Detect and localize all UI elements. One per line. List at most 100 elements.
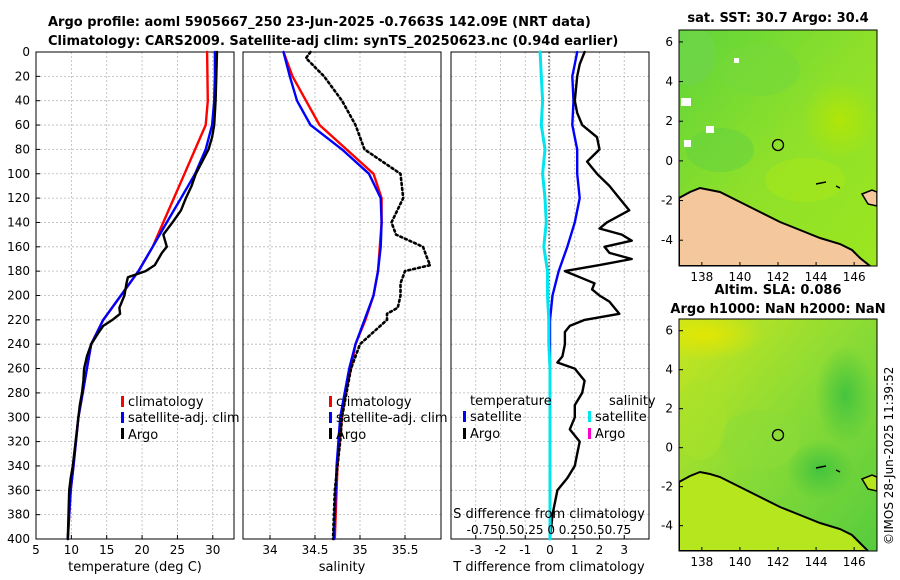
sst-missing-data xyxy=(684,140,691,147)
sla-profile-location-marker xyxy=(771,428,785,442)
x-tick-label: 10 xyxy=(64,543,79,557)
t-difference-xlabel: T difference from climatology xyxy=(452,560,645,575)
x-tick-label: 34.5 xyxy=(302,543,329,557)
difference-legend: temperature salinity satellite Argo sate… xyxy=(463,394,656,442)
map-lon-tick-label: 144 xyxy=(805,555,828,569)
legend-swatch-s-satellite xyxy=(588,411,591,422)
depth-tick-label: 60 xyxy=(15,118,30,132)
legend-label-argo: Argo xyxy=(336,428,366,443)
t-difference-axis-ticks: -3 -2 -1 0 1 2 3 xyxy=(470,535,628,557)
sst-missing-data xyxy=(734,58,739,63)
map-lat-tick-label: 0 xyxy=(665,154,673,168)
sla-patch xyxy=(786,440,854,500)
temperature-axis-ticks: 5 10 15 20 25 30 xyxy=(32,535,220,557)
legend-swatch-s-argo xyxy=(588,428,591,439)
x-tick-label: 34 xyxy=(262,543,277,557)
x-tick-label: 2 xyxy=(596,543,604,557)
argo-line xyxy=(66,50,219,541)
salinity-lines xyxy=(282,50,432,541)
legend-heading-temperature: temperature xyxy=(470,394,552,409)
map-lon-tick-label: 146 xyxy=(843,270,866,284)
map-lon-tick-label: 140 xyxy=(728,270,751,284)
imos-credit: ©IMOS 28-Jun-2025 11:39:52 xyxy=(882,367,896,545)
temperature-xlabel: temperature (deg C) xyxy=(68,560,202,575)
depth-tick-label: 380 xyxy=(7,508,30,522)
figure-title-line-1: Argo profile: aoml 5905667_250 23-Jun-20… xyxy=(48,15,591,30)
satellite-adj-clim-line xyxy=(282,50,383,541)
argo-line xyxy=(304,50,432,541)
map-lon-tick-label: 140 xyxy=(728,555,751,569)
difference-panel: -3 -2 -1 0 1 2 3 T difference from climatology… xyxy=(450,50,656,575)
s-difference-label: S difference from climatology xyxy=(453,507,645,522)
map-lat-tick-label: -2 xyxy=(661,194,673,208)
s-difference-ticks: -0.750.50.25 0 0.250.50.75 xyxy=(467,523,632,537)
legend-heading-salinity: salinity xyxy=(609,394,656,409)
x-tick-label: -3 xyxy=(470,543,482,557)
legend-label-climatology: climatology xyxy=(128,395,204,410)
sla-land-new-guinea xyxy=(679,470,870,551)
sla-land-island xyxy=(860,474,877,492)
salinity-axes-frame xyxy=(242,51,442,540)
depth-tick-label: 20 xyxy=(15,69,30,83)
sst-missing-data xyxy=(706,126,714,133)
salinity-panel: 34 34.5 35 35.5 salinity climatology satell… xyxy=(242,50,448,575)
x-tick-label: 1 xyxy=(571,543,579,557)
map-lat-tick-label: 0 xyxy=(665,441,673,455)
salinity-grid xyxy=(243,51,441,540)
x-tick-label: 3 xyxy=(620,543,628,557)
figure-title-line-2: Climatology: CARS2009. Satellite-adj cli… xyxy=(48,34,618,49)
sst-map-title: sat. SST: 30.7 Argo: 30.4 xyxy=(687,11,868,26)
depth-axis-ticks: 0 20 40 60 80 100 120 140 160 180 200 220 240 260 280 3… xyxy=(7,45,40,546)
map-lat-tick-label: 2 xyxy=(665,402,673,416)
map-lat-tick-label: 4 xyxy=(665,363,673,377)
map-lat-tick-label: 2 xyxy=(665,114,673,128)
salinity-legend: climatology satellite-adj. clim Argo xyxy=(329,395,448,443)
legend-label-satellite: satellite-adj. clim xyxy=(128,411,240,426)
depth-tick-label: 260 xyxy=(7,362,30,376)
sst-map-image xyxy=(679,30,877,266)
salinity-xlabel: salinity xyxy=(319,560,366,575)
sst-patch xyxy=(686,128,754,172)
map-lat-tick-label: 4 xyxy=(665,75,673,89)
depth-tick-label: 300 xyxy=(7,410,30,424)
sla-map-ticks: 138 140 142 144 146 6 4 2 0 -2 -4 xyxy=(661,324,866,569)
depth-tick-label: 240 xyxy=(7,337,30,351)
sla-map-panel: Altim. SLA: 0.086 Argo h1000: NaN h2000:… xyxy=(661,283,886,569)
sst-map-ticks: 138 140 142 144 146 6 4 2 0 -2 -4 xyxy=(661,35,866,284)
x-tick-label: 30 xyxy=(205,543,220,557)
sst-land-island xyxy=(860,189,877,207)
depth-tick-label: 220 xyxy=(7,313,30,327)
map-lat-tick-label: -4 xyxy=(661,233,673,247)
legend-label-t-argo: Argo xyxy=(470,427,500,442)
map-lon-tick-label: 144 xyxy=(805,270,828,284)
sst-patch xyxy=(679,30,716,85)
sst-land-new-guinea xyxy=(679,186,872,266)
legend-swatch-t-argo xyxy=(463,428,466,439)
temperature-grid xyxy=(35,51,234,540)
depth-tick-label: 40 xyxy=(15,94,30,108)
legend-swatch-climatology xyxy=(329,396,332,407)
x-tick-label: 25 xyxy=(170,543,185,557)
salinity-axis-ticks: 34 34.5 35 35.5 xyxy=(262,535,418,557)
depth-tick-label: 80 xyxy=(15,142,30,156)
x-tick-label: 0 xyxy=(546,543,554,557)
sst-profile-location-marker xyxy=(771,138,785,152)
sla-patch xyxy=(720,410,800,470)
difference-lines xyxy=(538,50,633,541)
legend-label-argo: Argo xyxy=(128,428,158,443)
x-tick-label: -2 xyxy=(495,543,507,557)
map-lon-tick-label: 146 xyxy=(843,555,866,569)
legend-swatch-satellite xyxy=(121,412,124,423)
depth-tick-label: 200 xyxy=(7,289,30,303)
x-tick-label: 35.5 xyxy=(392,543,419,557)
sla-patch xyxy=(815,345,875,445)
map-lon-tick-label: 142 xyxy=(767,270,790,284)
map-lat-tick-label: -2 xyxy=(661,480,673,494)
map-lon-tick-label: 142 xyxy=(767,555,790,569)
depth-tick-label: 400 xyxy=(7,532,30,546)
depth-tick-label: 320 xyxy=(7,435,30,449)
depth-tick-label: 0 xyxy=(22,45,30,59)
depth-tick-label: 340 xyxy=(7,459,30,473)
map-lat-tick-label: 6 xyxy=(665,35,673,49)
legend-swatch-satellite xyxy=(329,412,332,423)
